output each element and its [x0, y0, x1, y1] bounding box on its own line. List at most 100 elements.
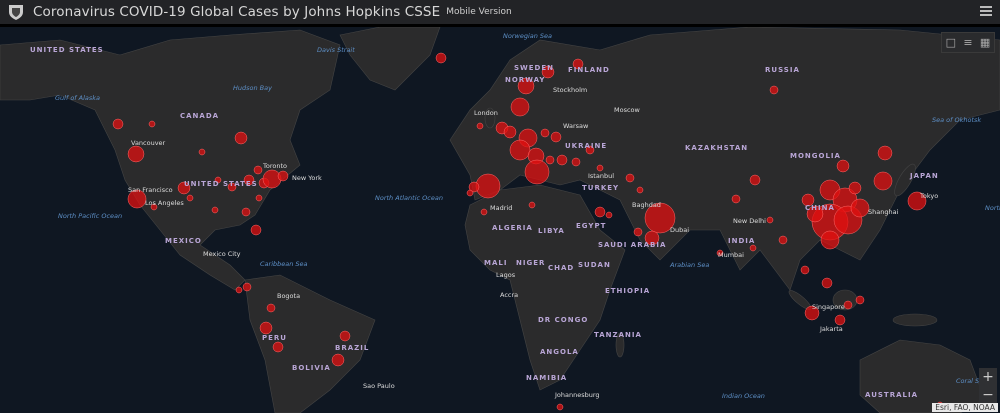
ocean-label: North Pacific Ocean — [58, 212, 122, 220]
case-circle[interactable] — [253, 165, 263, 175]
case-circle[interactable] — [272, 341, 284, 353]
zoom-out-button[interactable]: − — [982, 387, 994, 403]
case-circle[interactable] — [572, 58, 584, 70]
case-circle[interactable] — [545, 155, 555, 165]
case-circle[interactable] — [596, 164, 604, 172]
case-circle[interactable] — [148, 120, 156, 128]
case-circle[interactable] — [509, 139, 531, 161]
case-circle[interactable] — [466, 189, 474, 197]
case-circle[interactable] — [262, 169, 282, 189]
case-circle[interactable] — [644, 230, 660, 246]
city-label: Baghdad — [632, 201, 661, 209]
case-circle[interactable] — [468, 181, 480, 193]
case-circle[interactable] — [241, 207, 251, 217]
case-circle[interactable] — [243, 174, 255, 186]
case-circle[interactable] — [177, 181, 191, 195]
case-circle[interactable] — [541, 65, 555, 79]
case-circle[interactable] — [475, 173, 501, 199]
case-circle[interactable] — [636, 186, 644, 194]
case-circle[interactable] — [150, 203, 158, 211]
case-circle[interactable] — [503, 125, 517, 139]
case-circle[interactable] — [435, 52, 447, 64]
case-circle[interactable] — [214, 176, 222, 184]
basemap-gallery-icon[interactable]: ▦ — [979, 36, 991, 49]
case-circle[interactable] — [806, 205, 824, 223]
case-circle[interactable] — [716, 249, 724, 257]
hamburger-icon[interactable] — [980, 6, 992, 17]
greenland — [339, 27, 441, 91]
case-circle[interactable] — [331, 353, 345, 367]
case-circle[interactable] — [644, 202, 676, 234]
case-circle[interactable] — [528, 201, 536, 209]
case-circle[interactable] — [476, 122, 484, 130]
country-label: UNITED STATES — [30, 46, 104, 54]
case-circle[interactable] — [517, 77, 535, 95]
case-circle[interactable] — [112, 118, 124, 130]
case-circle[interactable] — [820, 230, 840, 250]
country-label: TANZANIA — [594, 331, 642, 339]
case-circle[interactable] — [259, 321, 273, 335]
country-label: BRAZIL — [335, 344, 369, 352]
case-circle[interactable] — [277, 170, 289, 182]
case-circle[interactable] — [585, 145, 595, 155]
case-circle[interactable] — [769, 85, 779, 95]
case-circle[interactable] — [873, 171, 893, 191]
case-circle[interactable] — [836, 159, 850, 173]
case-circle[interactable] — [850, 198, 870, 218]
case-circle[interactable] — [778, 235, 788, 245]
city-label: Mumbai — [718, 251, 744, 259]
case-circle[interactable] — [255, 194, 263, 202]
case-circle[interactable] — [731, 194, 741, 204]
case-circle[interactable] — [186, 194, 194, 202]
case-circle[interactable] — [250, 224, 262, 236]
ocean-label: Sea of Okhotsk — [932, 116, 981, 124]
case-circle[interactable] — [834, 314, 846, 326]
case-circle[interactable] — [907, 191, 927, 211]
case-circle[interactable] — [605, 211, 613, 219]
case-circle[interactable] — [339, 330, 351, 342]
case-circle[interactable] — [510, 97, 530, 117]
case-circle[interactable] — [594, 206, 606, 218]
bookmark-icon[interactable]: □ — [945, 36, 957, 49]
uk — [484, 107, 496, 129]
case-circle[interactable] — [855, 295, 865, 305]
case-circle[interactable] — [550, 131, 562, 143]
case-circle[interactable] — [877, 145, 893, 161]
case-circle[interactable] — [804, 305, 820, 321]
case-circle[interactable] — [540, 128, 550, 138]
case-circle[interactable] — [556, 403, 564, 411]
case-circle[interactable] — [235, 286, 243, 294]
case-circle[interactable] — [633, 227, 643, 237]
city-label: Shanghai — [868, 208, 899, 216]
case-circle[interactable] — [480, 208, 488, 216]
case-circle[interactable] — [749, 244, 757, 252]
case-circle[interactable] — [556, 154, 568, 166]
case-circle[interactable] — [266, 303, 276, 313]
case-circle[interactable] — [211, 206, 219, 214]
africa — [464, 184, 626, 391]
case-circle[interactable] — [848, 181, 862, 195]
case-circle[interactable] — [227, 182, 237, 192]
zoom-in-button[interactable]: + — [982, 369, 994, 385]
case-circle[interactable] — [625, 173, 635, 183]
case-circle[interactable] — [843, 300, 853, 310]
city-label: Dubai — [670, 226, 689, 234]
country-label: DR CONGO — [538, 316, 588, 324]
case-circle[interactable] — [800, 265, 810, 275]
case-circle[interactable] — [821, 277, 833, 289]
case-circle[interactable] — [749, 174, 761, 186]
ocean-label: North Pacific Ocean — [985, 204, 1000, 212]
case-circle[interactable] — [801, 193, 815, 207]
world-map[interactable]: UNITED STATES CANADA UNITED STATES MEXICO BR… — [0, 27, 1000, 413]
case-circle[interactable] — [524, 159, 550, 185]
country-label: SUDAN — [578, 261, 611, 269]
case-circle[interactable] — [127, 145, 145, 163]
country-label: NAMIBIA — [526, 374, 567, 382]
case-circle[interactable] — [234, 131, 248, 145]
case-circle[interactable] — [571, 157, 581, 167]
legend-list-icon[interactable]: ≡ — [963, 36, 973, 49]
case-circle[interactable] — [127, 189, 147, 209]
case-circle[interactable] — [198, 148, 206, 156]
case-circle[interactable] — [766, 216, 774, 224]
case-circle[interactable] — [242, 282, 252, 292]
